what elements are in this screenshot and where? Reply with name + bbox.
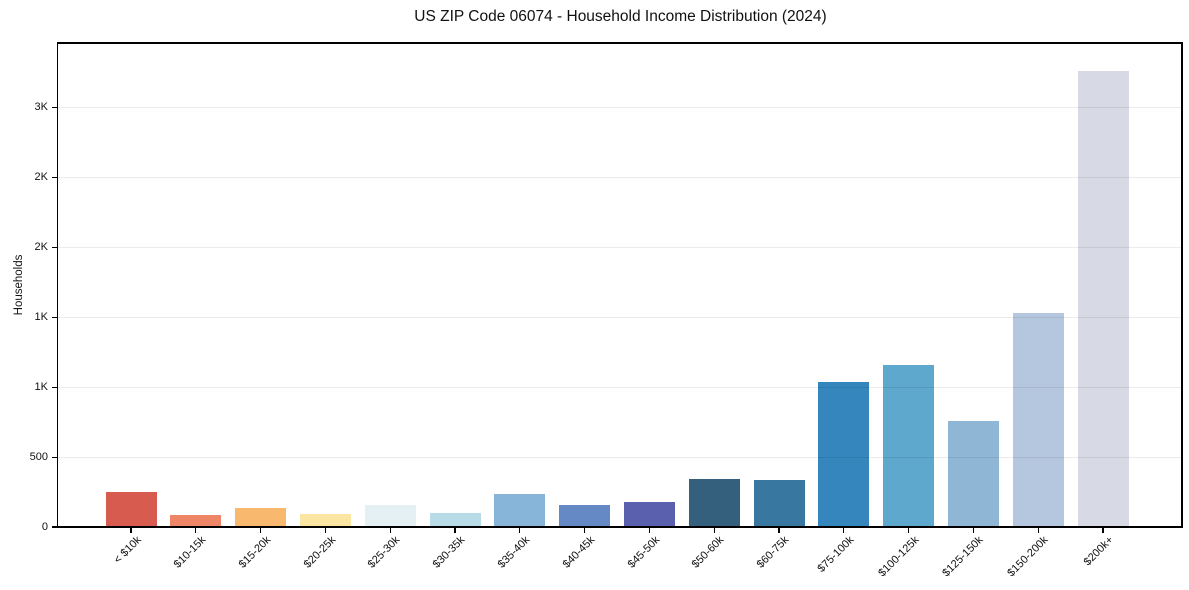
x-tick-mark: [1102, 528, 1104, 533]
gridline: [58, 457, 1183, 459]
x-tick-label: $20-25k: [301, 534, 338, 571]
bar: [170, 514, 222, 527]
bar: [883, 364, 935, 527]
y-tick-mark: [52, 456, 57, 458]
x-tick-label: $200k+: [1081, 534, 1116, 569]
axis-spine-bottom: [56, 526, 1183, 528]
x-tick-label: < $10k: [111, 534, 144, 567]
x-tick-label: $150-200k: [1005, 534, 1051, 580]
x-tick-label: $125-150k: [940, 534, 986, 580]
y-tick-label: 0: [41, 521, 48, 533]
plot-area: [58, 43, 1183, 527]
chart-title: US ZIP Code 06074 - Household Income Dis…: [414, 8, 827, 25]
x-tick-label: $50-60k: [690, 534, 727, 571]
x-tick-label: $75-100k: [815, 534, 857, 575]
gridline: [58, 247, 1183, 249]
bar: [364, 504, 416, 527]
x-tick-label: $15-20k: [236, 534, 274, 571]
x-tick-mark: [130, 528, 132, 533]
y-tick-mark: [52, 526, 57, 528]
y-tick-mark: [52, 176, 57, 178]
x-tick-label: $40-45k: [560, 534, 598, 571]
x-tick-mark: [908, 528, 910, 533]
axis-spine-left: [56, 42, 59, 528]
x-tick-label: $60-75k: [754, 534, 792, 571]
bar: [494, 493, 546, 527]
x-tick-label: $45-50k: [625, 534, 662, 571]
x-tick-mark: [778, 528, 780, 533]
x-tick-mark: [519, 528, 521, 533]
y-tick-mark: [52, 106, 57, 108]
bar: [559, 504, 611, 527]
bar: [1012, 313, 1064, 527]
bar: [105, 492, 157, 527]
y-tick-mark: [52, 246, 57, 248]
x-tick-mark: [454, 528, 456, 533]
x-tick-mark: [1037, 528, 1039, 533]
x-tick-mark: [843, 528, 845, 533]
gridline: [58, 317, 1183, 319]
y-tick-mark: [52, 386, 57, 388]
bar: [753, 480, 805, 527]
x-tick-label: $30-35k: [430, 534, 468, 571]
bar: [1077, 71, 1129, 527]
gridline: [58, 107, 1183, 109]
bar: [299, 514, 351, 527]
y-tick-label: 2K: [34, 241, 48, 254]
y-axis-label: Households: [13, 254, 25, 316]
bar: [235, 507, 287, 527]
x-tick-label: $100-125k: [875, 534, 922, 580]
gridline: [58, 387, 1183, 389]
bar: [688, 479, 740, 527]
x-tick-mark: [195, 528, 197, 533]
bar: [818, 381, 870, 527]
y-tick-label: 1K: [34, 311, 48, 324]
y-tick-label: 500: [29, 451, 48, 464]
bar: [429, 513, 481, 527]
x-tick-label: $35-40k: [495, 534, 533, 571]
x-tick-mark: [972, 528, 975, 533]
x-tick-mark: [713, 528, 715, 533]
bar: [623, 502, 675, 527]
x-tick-mark: [648, 528, 651, 533]
gridline: [58, 177, 1183, 179]
x-tick-mark: [324, 528, 327, 533]
x-tick-mark: [260, 528, 262, 533]
x-tick-label: $25-30k: [366, 534, 403, 571]
x-tick-mark: [389, 528, 391, 533]
axis-spine-right: [1181, 42, 1183, 528]
y-tick-label: 1K: [34, 381, 48, 394]
x-tick-mark: [584, 528, 586, 533]
x-tick-label: $10-15k: [171, 534, 209, 571]
y-tick-mark: [52, 316, 57, 318]
y-tick-label: 2K: [34, 171, 48, 184]
axis-spine-top: [56, 42, 1183, 44]
y-tick-label: 3K: [34, 101, 48, 114]
bar: [947, 421, 999, 527]
